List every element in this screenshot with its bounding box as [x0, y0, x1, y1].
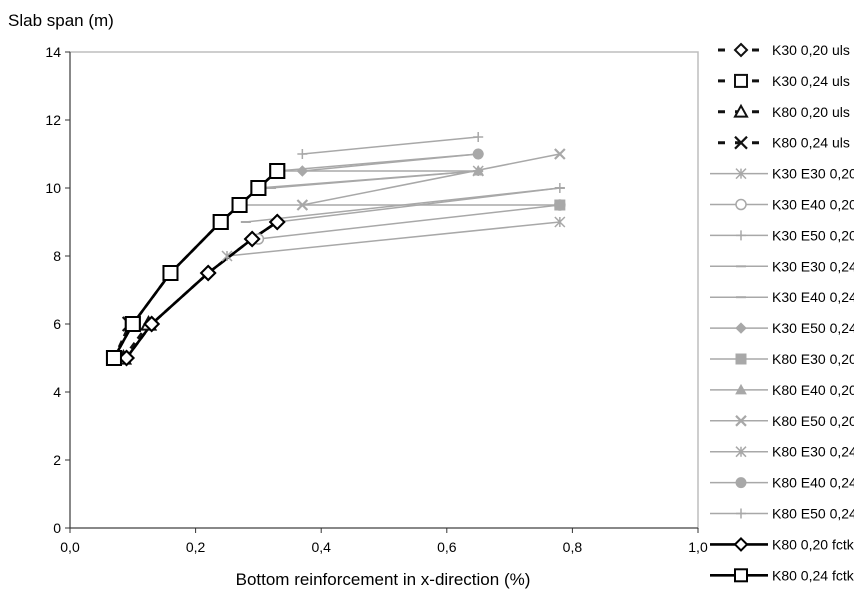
legend-label: K80 0,24 fctk=5 uls	[772, 567, 854, 583]
legend-label: K80 E50 0,24 sls	[772, 506, 854, 522]
series-marker	[105, 350, 122, 366]
legend-label: K80 0,24 uls	[772, 135, 850, 151]
series-marker	[735, 477, 747, 489]
legend-label: K80 E40 0,20 sls	[772, 382, 854, 398]
legend-item: K80 0,20 fctk=5 uls	[710, 536, 854, 552]
legend-label: K80 0,20 uls	[772, 104, 850, 120]
series-line	[258, 170, 479, 189]
legend-label: K30 E40 0,20 sls	[772, 197, 854, 213]
series-marker	[269, 163, 286, 179]
series-line	[258, 204, 560, 240]
legend-label: K30 E50 0,20 sls	[772, 227, 854, 243]
series-marker	[734, 73, 748, 88]
legend-item: K30 E40 0,24 sls	[710, 289, 854, 305]
legend-item: K80 E30 0,24 sls	[710, 444, 854, 460]
x-tick-label: 0,4	[311, 539, 331, 555]
series-marker	[297, 149, 308, 159]
x-axis-label: Bottom reinforcement in x-direction (%)	[236, 570, 531, 589]
series-line	[277, 153, 479, 172]
series-marker	[735, 353, 747, 365]
series-marker	[296, 199, 309, 211]
series-marker	[199, 264, 217, 282]
series-line	[302, 153, 560, 206]
legend-label: K30 E50 0,24 sls	[772, 320, 854, 336]
y-tick-label: 4	[53, 384, 61, 400]
series-marker	[554, 148, 566, 160]
y-tick-label: 0	[53, 520, 61, 536]
series-marker	[212, 214, 229, 230]
legend-item: K30 0,20 uls	[718, 42, 850, 58]
series-line	[226, 221, 560, 257]
legend-item: K80 0,24 uls	[718, 135, 850, 151]
legend-item: K80 E50 0,24 sls	[710, 506, 854, 522]
series-marker	[733, 536, 749, 552]
y-tick-label: 12	[45, 112, 61, 128]
legend-item: K80 0,24 fctk=5 uls	[710, 567, 854, 583]
series-marker	[734, 568, 748, 583]
y-tick-label: 14	[45, 44, 61, 60]
legend-item: K80 E30 0,20 sls	[710, 351, 854, 367]
series-marker	[250, 180, 267, 196]
series-marker	[124, 316, 141, 332]
legend-item: K30 E50 0,24 sls	[710, 320, 854, 336]
x-tick-label: 1,0	[688, 539, 708, 555]
series-marker	[735, 446, 747, 458]
legend-item: K30 E30 0,24 sls	[710, 258, 854, 274]
series-marker	[735, 322, 747, 334]
y-tick-label: 2	[53, 452, 61, 468]
y-tick-label: 10	[45, 180, 61, 196]
x-tick-label: 0,2	[186, 539, 206, 555]
legend-item: K80 0,20 uls	[718, 103, 850, 120]
legend-item: K30 0,24 uls	[718, 73, 850, 89]
series-marker	[243, 230, 261, 248]
legend-label: K30 E30 0,24 sls	[772, 258, 854, 274]
x-tick-label: 0,0	[60, 539, 80, 555]
legend-label: K80 E30 0,24 sls	[772, 444, 854, 460]
legend: K30 0,20 uls K30 0,24 uls K80 0,20 uls K80 …	[710, 42, 854, 583]
series-marker	[221, 250, 233, 262]
series-marker	[734, 135, 748, 150]
plot-area	[69, 51, 699, 529]
y-tick-label: 6	[53, 316, 61, 332]
legend-label: K30 E40 0,24 sls	[772, 289, 854, 305]
series-marker	[472, 165, 484, 177]
series-marker	[735, 415, 747, 427]
series-marker	[554, 216, 566, 228]
series-marker	[554, 199, 566, 211]
legend-label: K80 E50 0,20 sls	[772, 413, 854, 429]
series-marker	[733, 42, 749, 58]
legend-label: K30 E30 0,20 sls	[772, 166, 854, 182]
series-marker	[472, 148, 484, 160]
legend-item: K30 E40 0,20 sls	[710, 197, 854, 213]
series-marker	[735, 168, 747, 180]
series-marker	[735, 383, 747, 395]
y-tick-label: 8	[53, 248, 61, 264]
legend-item: K80 E40 0,24 sls	[710, 475, 854, 491]
series-marker	[733, 103, 749, 118]
legend-label: K80 E40 0,24 sls	[772, 475, 854, 491]
legend-label: K30 0,24 uls	[772, 73, 850, 89]
series-marker	[162, 265, 179, 281]
series-line	[302, 136, 479, 155]
series-marker	[736, 230, 746, 241]
series-marker	[296, 165, 309, 177]
x-tick-label: 0,8	[563, 539, 583, 555]
series-marker	[143, 315, 161, 333]
legend-item: K80 E50 0,20 sls	[710, 413, 854, 429]
y-axis-label: Slab span (m)	[8, 11, 114, 30]
legend-label: K80 E30 0,20 sls	[772, 351, 854, 367]
legend-item: K30 E50 0,20 sls	[710, 227, 854, 243]
x-tick-label: 0,6	[437, 539, 457, 555]
legend-label: K30 0,20 uls	[772, 42, 850, 58]
series-marker	[735, 198, 747, 211]
legend-item: K30 E30 0,20 sls	[710, 166, 854, 182]
series-marker	[268, 213, 286, 231]
series-marker	[231, 197, 248, 213]
series-marker	[736, 508, 746, 519]
series-marker	[473, 132, 484, 142]
legend-item: K80 E40 0,20 sls	[710, 382, 854, 398]
legend-label: K80 0,20 fctk=5 uls	[772, 536, 854, 552]
